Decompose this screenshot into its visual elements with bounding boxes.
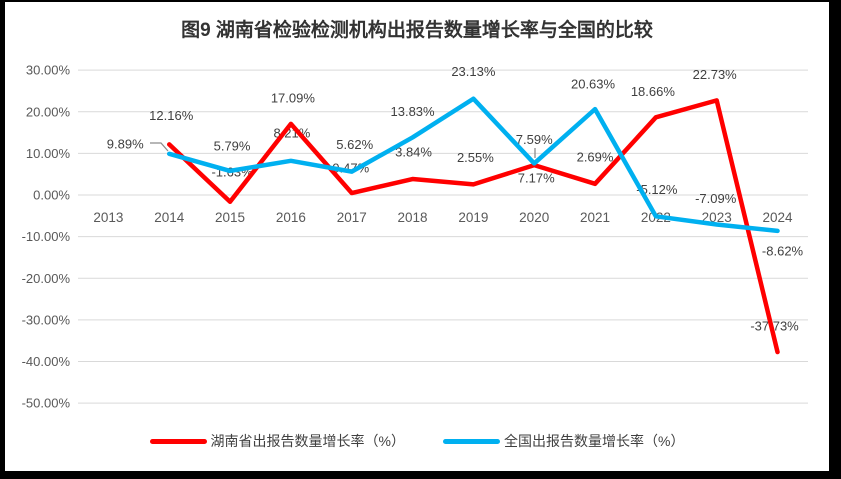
data-label-hunan: 18.66% bbox=[631, 84, 676, 99]
y-tick-label: -30.00% bbox=[22, 312, 71, 327]
data-label-hunan: 3.84% bbox=[395, 145, 432, 160]
x-tick-label: 2018 bbox=[398, 210, 428, 225]
national-series-line bbox=[166, 96, 780, 234]
y-tick-label: 20.00% bbox=[26, 104, 71, 119]
x-tick-label: 2016 bbox=[276, 210, 306, 225]
national-line-swatch bbox=[443, 438, 500, 444]
data-label-national: 13.83% bbox=[391, 104, 436, 119]
legend: 湖南省出报告数量增长率（%） 全国出报告数量增长率（%） bbox=[5, 431, 829, 451]
y-tick-label: 0.00% bbox=[33, 188, 70, 203]
data-label-national: 7.59% bbox=[516, 132, 553, 147]
y-tick-label: -40.00% bbox=[22, 354, 71, 369]
x-tick-label: 2019 bbox=[458, 210, 488, 225]
label-leader-line bbox=[150, 142, 169, 152]
data-label-national: 20.63% bbox=[571, 77, 616, 92]
data-label-hunan: 2.69% bbox=[577, 149, 614, 164]
x-tick-label: 2014 bbox=[154, 210, 185, 225]
x-tick-label: 2013 bbox=[93, 210, 123, 225]
data-label-hunan: 7.17% bbox=[518, 171, 555, 186]
x-tick-label: 2020 bbox=[519, 210, 549, 225]
hunan-series-line bbox=[166, 98, 780, 355]
data-label-national: 5.62% bbox=[336, 137, 373, 152]
legend-item-hunan: 湖南省出报告数量增长率（%） bbox=[149, 431, 405, 451]
chart-title: 图9 湖南省检验检测机构出报告数量增长率与全国的比较 bbox=[181, 20, 653, 41]
y-tick-label: -10.00% bbox=[22, 229, 71, 244]
legend-label-hunan: 湖南省出报告数量增长率（%） bbox=[210, 433, 405, 449]
x-tick-label: 2015 bbox=[215, 210, 245, 225]
data-label-hunan: -37.73% bbox=[750, 319, 799, 334]
x-tick-label: 2021 bbox=[580, 210, 610, 225]
y-tick-label: -20.00% bbox=[22, 271, 71, 286]
data-label-national: 5.79% bbox=[214, 138, 251, 153]
hunan-line-swatch bbox=[149, 438, 207, 444]
x-tick-label: 2017 bbox=[337, 210, 367, 225]
data-label-national: 23.13% bbox=[451, 64, 496, 79]
x-tick-label: 2024 bbox=[763, 210, 794, 225]
data-label-hunan: 12.16% bbox=[149, 108, 194, 123]
data-label-hunan: 2.55% bbox=[457, 150, 494, 165]
legend-item-national: 全国出报告数量增长率（%） bbox=[443, 431, 684, 451]
data-label-national: -5.12% bbox=[636, 182, 678, 197]
y-tick-label: 30.00% bbox=[26, 63, 71, 78]
y-tick-label: 10.00% bbox=[26, 146, 71, 161]
legend-label-national: 全国出报告数量增长率（%） bbox=[504, 433, 685, 449]
data-label-hunan: 22.73% bbox=[693, 67, 738, 82]
data-label-hunan: 17.09% bbox=[271, 90, 316, 105]
data-label-national: -8.62% bbox=[762, 243, 804, 258]
data-label-national: -7.09% bbox=[695, 191, 737, 206]
data-label-national: 9.89% bbox=[107, 136, 144, 151]
y-tick-label: -50.00% bbox=[22, 396, 71, 411]
